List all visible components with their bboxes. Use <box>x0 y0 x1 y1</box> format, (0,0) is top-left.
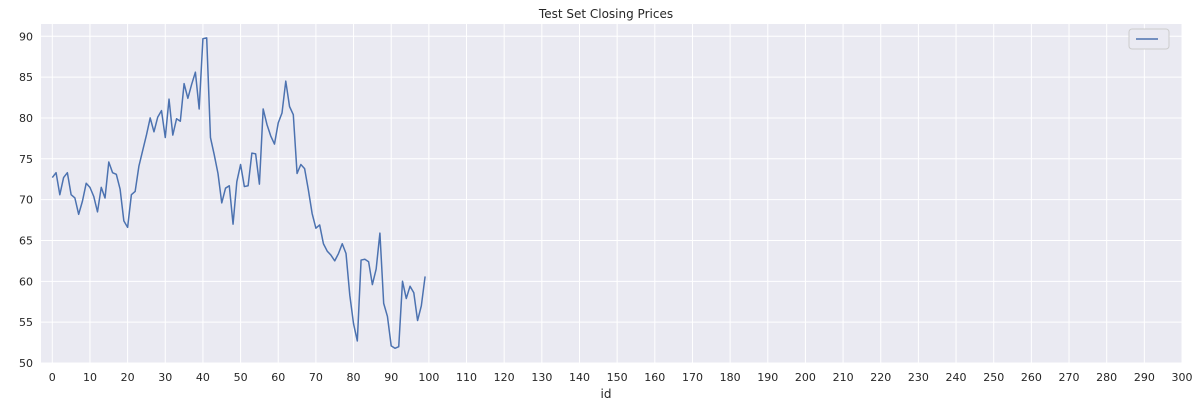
x-tick-label: 160 <box>644 371 665 384</box>
x-tick-label: 100 <box>418 371 439 384</box>
y-tick-label: 65 <box>19 234 33 247</box>
y-tick-label: 50 <box>19 357 33 370</box>
plot-area <box>41 24 1182 363</box>
series-layer <box>51 37 426 350</box>
x-tick-label: 70 <box>309 371 323 384</box>
x-tick-label: 200 <box>795 371 816 384</box>
y-tick-label: 55 <box>19 316 33 329</box>
x-tick-label: 170 <box>682 371 703 384</box>
x-tick-label: 10 <box>83 371 97 384</box>
x-tick-label: 40 <box>196 371 210 384</box>
x-tick-label: 180 <box>720 371 741 384</box>
x-axis-label: id <box>601 387 612 401</box>
x-tick-label: 60 <box>271 371 285 384</box>
x-tick-label: 80 <box>347 371 361 384</box>
x-tick-label: 130 <box>531 371 552 384</box>
y-tick-label: 75 <box>19 153 33 166</box>
chart-title: Test Set Closing Prices <box>538 7 673 21</box>
legend <box>1128 28 1170 50</box>
x-tick-label: 280 <box>1096 371 1117 384</box>
x-tick-label: 220 <box>870 371 891 384</box>
x-tick-label: 90 <box>384 371 398 384</box>
x-tick-label: 110 <box>456 371 477 384</box>
x-tick-label: 260 <box>1021 371 1042 384</box>
x-tick-label: 50 <box>234 371 248 384</box>
x-tick-label: 250 <box>983 371 1004 384</box>
x-tick-label: 190 <box>757 371 778 384</box>
y-tick-label: 60 <box>19 275 33 288</box>
y-tick-label: 70 <box>19 194 33 207</box>
x-tick-label: 270 <box>1059 371 1080 384</box>
x-tick-label: 20 <box>121 371 135 384</box>
grid <box>41 24 1183 364</box>
series-line-0 <box>51 37 426 350</box>
y-tick-label: 80 <box>19 112 33 125</box>
x-tick-label: 150 <box>607 371 628 384</box>
x-tick-label: 30 <box>158 371 172 384</box>
x-tick-label: 300 <box>1172 371 1193 384</box>
x-axis-ticks: 0 10 20 30 40 50 60 70 80 90 100 110 120 130 140 150 160… <box>49 371 1193 384</box>
y-tick-label: 85 <box>19 71 33 84</box>
x-tick-label: 120 <box>494 371 515 384</box>
x-tick-label: 240 <box>946 371 967 384</box>
x-tick-label: 210 <box>833 371 854 384</box>
x-tick-label: 230 <box>908 371 929 384</box>
y-tick-label: 90 <box>19 30 33 43</box>
x-tick-label: 0 <box>49 371 56 384</box>
y-axis-ticks: 50 55 60 65 70 75 80 85 90 <box>19 30 33 370</box>
x-tick-label: 290 <box>1134 371 1155 384</box>
x-tick-label: 140 <box>569 371 590 384</box>
